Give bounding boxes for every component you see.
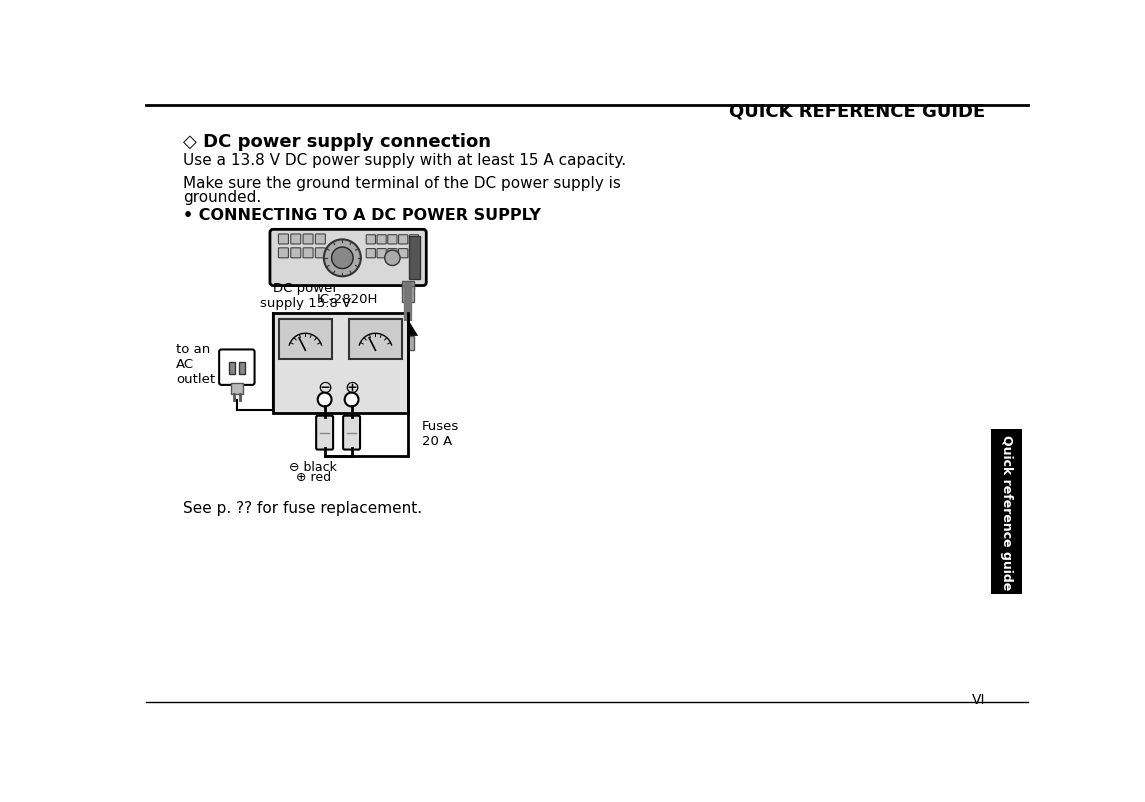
Circle shape: [317, 393, 332, 407]
Circle shape: [345, 393, 358, 407]
FancyBboxPatch shape: [278, 235, 289, 245]
Text: to an
AC
outlet: to an AC outlet: [176, 342, 215, 385]
Circle shape: [324, 240, 361, 277]
FancyBboxPatch shape: [316, 416, 333, 450]
FancyBboxPatch shape: [366, 236, 376, 245]
Text: IC-2820H: IC-2820H: [317, 293, 378, 306]
Bar: [239, 363, 245, 375]
Text: Fuses
20 A: Fuses 20 A: [421, 419, 459, 447]
Bar: [402, 337, 414, 350]
FancyBboxPatch shape: [398, 236, 408, 245]
FancyBboxPatch shape: [366, 249, 376, 258]
FancyBboxPatch shape: [315, 235, 325, 245]
FancyBboxPatch shape: [303, 235, 313, 245]
FancyBboxPatch shape: [388, 249, 397, 258]
Bar: [992, 429, 1022, 594]
Text: ⊖: ⊖: [317, 378, 332, 396]
Bar: [409, 237, 420, 280]
Text: DC power
supply 13.8 V: DC power supply 13.8 V: [260, 282, 350, 310]
Bar: [402, 282, 414, 290]
Text: VI: VI: [972, 692, 986, 706]
Text: Quick reference guide: Quick reference guide: [1001, 435, 1013, 589]
Text: grounded.: grounded.: [183, 189, 261, 205]
FancyBboxPatch shape: [270, 230, 426, 286]
FancyBboxPatch shape: [303, 249, 313, 258]
FancyBboxPatch shape: [219, 350, 254, 386]
Bar: [230, 384, 243, 395]
Bar: [229, 363, 235, 375]
Bar: [349, 320, 402, 360]
Text: QUICK REFERENCE GUIDE: QUICK REFERENCE GUIDE: [729, 103, 986, 120]
Circle shape: [332, 248, 353, 269]
Circle shape: [385, 251, 400, 266]
FancyBboxPatch shape: [388, 236, 397, 245]
Text: ⊖ black: ⊖ black: [290, 460, 337, 473]
FancyBboxPatch shape: [344, 416, 360, 450]
FancyBboxPatch shape: [278, 249, 289, 258]
Text: ⊕: ⊕: [344, 378, 360, 396]
Text: ◇ DC power supply connection: ◇ DC power supply connection: [183, 133, 491, 151]
Text: Use a 13.8 V DC power supply with at least 15 A capacity.: Use a 13.8 V DC power supply with at lea…: [183, 152, 626, 168]
FancyBboxPatch shape: [377, 236, 386, 245]
FancyBboxPatch shape: [291, 235, 301, 245]
FancyBboxPatch shape: [409, 249, 419, 258]
FancyBboxPatch shape: [409, 236, 419, 245]
Bar: [273, 314, 408, 414]
Text: ⊕ red: ⊕ red: [295, 470, 331, 483]
Bar: [402, 287, 414, 302]
FancyArrow shape: [400, 322, 417, 345]
FancyBboxPatch shape: [315, 249, 325, 258]
FancyBboxPatch shape: [398, 249, 408, 258]
FancyBboxPatch shape: [291, 249, 301, 258]
Text: See p. ?? for fuse replacement.: See p. ?? for fuse replacement.: [183, 500, 423, 515]
Bar: [279, 320, 332, 360]
FancyBboxPatch shape: [377, 249, 386, 258]
Text: • CONNECTING TO A DC POWER SUPPLY: • CONNECTING TO A DC POWER SUPPLY: [183, 208, 540, 223]
Text: Make sure the ground terminal of the DC power supply is: Make sure the ground terminal of the DC …: [183, 176, 621, 190]
